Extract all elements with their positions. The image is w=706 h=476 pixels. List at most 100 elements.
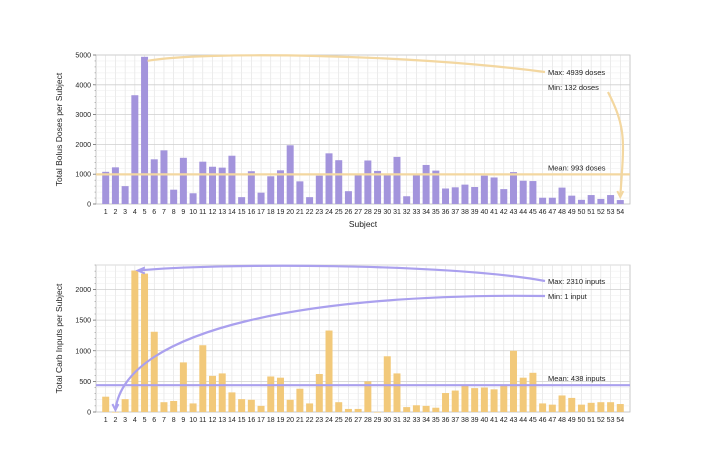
bar-subject-10 (189, 403, 197, 412)
bar-subject-49 (568, 397, 576, 412)
bar-subject-46 (539, 197, 547, 204)
bar-subject-44 (519, 180, 527, 204)
x-tick-label: 41 (490, 209, 498, 216)
min-arrow (114, 294, 546, 411)
x-tick-label: 37 (451, 209, 459, 216)
bar-subject-20 (286, 399, 294, 412)
bar-subject-22 (306, 197, 314, 204)
bar-subject-21 (296, 388, 304, 412)
x-tick-label: 32 (403, 417, 411, 424)
annotations: Max: 2310 inputs Min: 1 input Mean: 438 in… (111, 264, 606, 413)
bar-subject-5 (141, 273, 149, 412)
x-tick-label: 30 (383, 417, 391, 424)
x-tick-label: 6 (152, 209, 156, 216)
bar-subject-18 (267, 176, 275, 204)
bar-subject-48 (558, 395, 566, 412)
x-tick-label: 40 (480, 417, 488, 424)
bar-subject-26 (344, 408, 352, 412)
x-tick-label: 9 (181, 417, 185, 424)
bar-subject-9 (179, 157, 187, 204)
bar-subject-14 (228, 392, 236, 412)
x-tick-label: 44 (519, 417, 527, 424)
x-tick-label: 5 (143, 417, 147, 424)
x-tick-label: 35 (432, 209, 440, 216)
y-tick-label: 500 (79, 379, 91, 386)
bar-subject-42 (500, 384, 508, 412)
bar-subject-5 (141, 56, 149, 205)
mean-annotation: Mean: 993 doses (548, 163, 606, 172)
x-tick-label: 2 (113, 417, 117, 424)
bar-subject-53 (607, 195, 615, 204)
x-tick-label: 42 (500, 209, 508, 216)
x-tick-label: 50 (578, 209, 586, 216)
x-tick-label: 52 (597, 417, 605, 424)
bar-subject-39 (471, 388, 479, 412)
x-tick-label: 11 (199, 417, 206, 424)
bar-subject-34 (422, 164, 430, 204)
bar-subject-10 (189, 193, 197, 204)
bar-subject-14 (228, 155, 236, 204)
x-tick-label: 18 (267, 209, 275, 216)
x-tick-label: 13 (218, 417, 226, 424)
min-arrow (607, 91, 625, 197)
x-tick-label: 14 (228, 209, 236, 216)
bar-subject-35 (432, 407, 440, 412)
max-annotation: Max: 2310 inputs (548, 277, 605, 286)
x-tick-label: 18 (267, 417, 275, 424)
x-tick-label: 47 (548, 417, 556, 424)
x-tick-label: 27 (354, 209, 362, 216)
bar-subject-26 (344, 191, 352, 204)
min-annotation: Min: 1 input (548, 292, 588, 301)
bar-subject-7 (160, 150, 168, 204)
x-tick-label: 46 (539, 209, 547, 216)
x-tick-label: 54 (616, 417, 624, 424)
x-tick-label: 21 (296, 417, 304, 424)
x-tick-label: 48 (558, 417, 566, 424)
plot-area (95, 54, 631, 205)
x-tick-label: 23 (315, 417, 323, 424)
x-tick-label: 36 (442, 209, 450, 216)
bar-subject-22 (306, 403, 314, 412)
bar-subject-8 (170, 400, 178, 412)
bar-subject-50 (577, 404, 585, 412)
x-tick-label: 26 (345, 209, 353, 216)
x-tick-label: 22 (306, 417, 314, 424)
max-annotation: Max: 4939 doses (548, 68, 605, 77)
bar-subject-43 (509, 350, 517, 412)
x-tick-label: 25 (335, 417, 343, 424)
y-tick-label: 3000 (75, 112, 91, 119)
x-tick-label: 51 (587, 417, 595, 424)
x-tick-label: 29 (374, 209, 382, 216)
max-arrow (138, 264, 546, 283)
y-tick-label: 4000 (75, 82, 91, 89)
bar-subject-25 (335, 160, 343, 204)
bar-subject-38 (461, 184, 469, 204)
x-tick-label: 3 (123, 209, 127, 216)
bar-subject-31 (393, 373, 401, 412)
x-tick-label: 11 (199, 209, 206, 216)
min-arrowhead (111, 403, 120, 413)
bar-subject-1 (102, 171, 110, 204)
x-tick-label: 31 (393, 209, 401, 216)
bar-subject-2 (111, 167, 119, 204)
bar-subject-19 (276, 377, 284, 412)
x-tick-label: 46 (539, 417, 547, 424)
bar-subject-6 (150, 159, 158, 204)
x-tick-label: 35 (432, 417, 440, 424)
x-tick-label: 54 (616, 209, 624, 216)
bar-subject-9 (179, 362, 187, 412)
bar-subject-41 (490, 389, 498, 412)
bar-series (102, 56, 624, 205)
bar-subject-38 (461, 385, 469, 412)
x-tick-label: 24 (325, 417, 333, 424)
x-tick-label: 12 (209, 417, 217, 424)
bar-subject-51 (587, 195, 595, 204)
bar-subject-16 (247, 171, 255, 204)
x-axis-ticks: 1 2 3 4 5 6 7 8 9 10 11 12 13 14 15 16 17 18 19 20 21 22 23 24 2… (104, 417, 625, 424)
y-tick-label: 1000 (75, 172, 91, 179)
x-tick-label: 29 (374, 417, 382, 424)
x-tick-label: 41 (490, 417, 498, 424)
x-tick-label: 1 (104, 209, 108, 216)
bar-subject-11 (199, 161, 207, 204)
x-tick-label: 53 (607, 417, 615, 424)
